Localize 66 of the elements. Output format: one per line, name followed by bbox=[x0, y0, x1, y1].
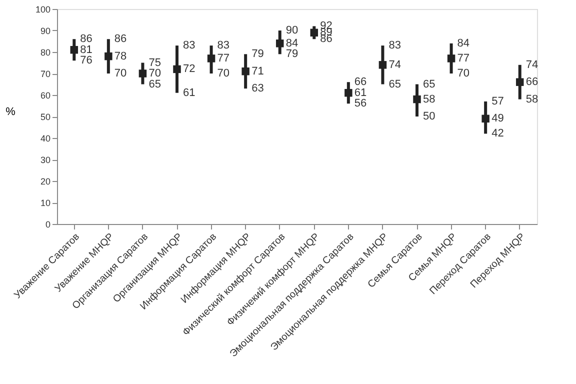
y-tick-label: 40 bbox=[40, 134, 50, 144]
data-label: 74 bbox=[388, 58, 401, 71]
point bbox=[516, 78, 524, 86]
annotation: 42 bbox=[492, 128, 504, 140]
annotation: 63 bbox=[252, 82, 264, 95]
annotation: 75 bbox=[148, 56, 161, 69]
point bbox=[378, 61, 387, 69]
point bbox=[482, 114, 490, 123]
annotation: 65 bbox=[148, 78, 161, 90]
data-label: 49 bbox=[492, 112, 504, 125]
point bbox=[70, 46, 78, 54]
annotation: 84 bbox=[457, 37, 470, 50]
y-tick-label: 30 bbox=[40, 155, 50, 165]
point bbox=[104, 52, 112, 60]
annotation: 90 bbox=[286, 24, 298, 36]
data-label: 70 bbox=[148, 68, 161, 80]
annotation: 86 bbox=[320, 33, 332, 46]
annotation: 65 bbox=[423, 78, 436, 90]
annotation: 70 bbox=[114, 68, 127, 80]
annotation: 57 bbox=[492, 95, 504, 108]
y-axis-title: % bbox=[6, 106, 16, 118]
y-tick-label: 20 bbox=[40, 176, 50, 186]
y-tick-label: 50 bbox=[40, 112, 50, 122]
y-tick-label: 90 bbox=[40, 26, 50, 36]
point bbox=[242, 67, 250, 76]
data-label: 58 bbox=[423, 93, 436, 106]
point bbox=[138, 70, 147, 78]
point bbox=[173, 65, 181, 74]
data-label: 77 bbox=[217, 52, 230, 64]
annotation: 50 bbox=[423, 110, 436, 122]
annotation: 66 bbox=[354, 76, 367, 88]
y-tick-label: 70 bbox=[40, 69, 50, 79]
data-label: 61 bbox=[354, 86, 367, 99]
annotation: 74 bbox=[526, 58, 538, 71]
annotation: 79 bbox=[252, 48, 264, 60]
data-label: 81 bbox=[80, 44, 92, 56]
annotation: 65 bbox=[388, 78, 401, 90]
point bbox=[276, 40, 284, 48]
point bbox=[310, 28, 318, 37]
y-tick-label: 0 bbox=[45, 220, 50, 230]
annotation: 86 bbox=[80, 33, 92, 46]
annotation: 83 bbox=[388, 40, 401, 52]
point bbox=[413, 95, 421, 104]
y-tick-label: 100 bbox=[35, 4, 50, 14]
annotation: 76 bbox=[80, 54, 92, 67]
data-label: 77 bbox=[457, 52, 470, 64]
annotation: 70 bbox=[217, 68, 230, 80]
annotation: 79 bbox=[286, 48, 298, 60]
y-tick-label: 80 bbox=[40, 48, 50, 58]
data-label: 71 bbox=[252, 65, 264, 78]
annotation: 83 bbox=[217, 40, 230, 52]
point bbox=[344, 88, 352, 97]
annotation: 70 bbox=[457, 68, 470, 80]
annotation: 56 bbox=[354, 98, 367, 110]
annotation: 61 bbox=[183, 86, 196, 99]
annotation: 86 bbox=[114, 33, 127, 46]
data-label: 78 bbox=[114, 50, 127, 62]
data-label: 84 bbox=[286, 37, 298, 50]
annotation: 83 bbox=[183, 40, 196, 52]
y-tick-label: 10 bbox=[40, 198, 50, 208]
annotation: 58 bbox=[526, 93, 538, 106]
data-label: 72 bbox=[183, 63, 196, 76]
point bbox=[447, 54, 456, 62]
y-tick-label: 60 bbox=[40, 90, 50, 100]
data-label: 66 bbox=[526, 76, 538, 88]
point bbox=[207, 54, 216, 62]
